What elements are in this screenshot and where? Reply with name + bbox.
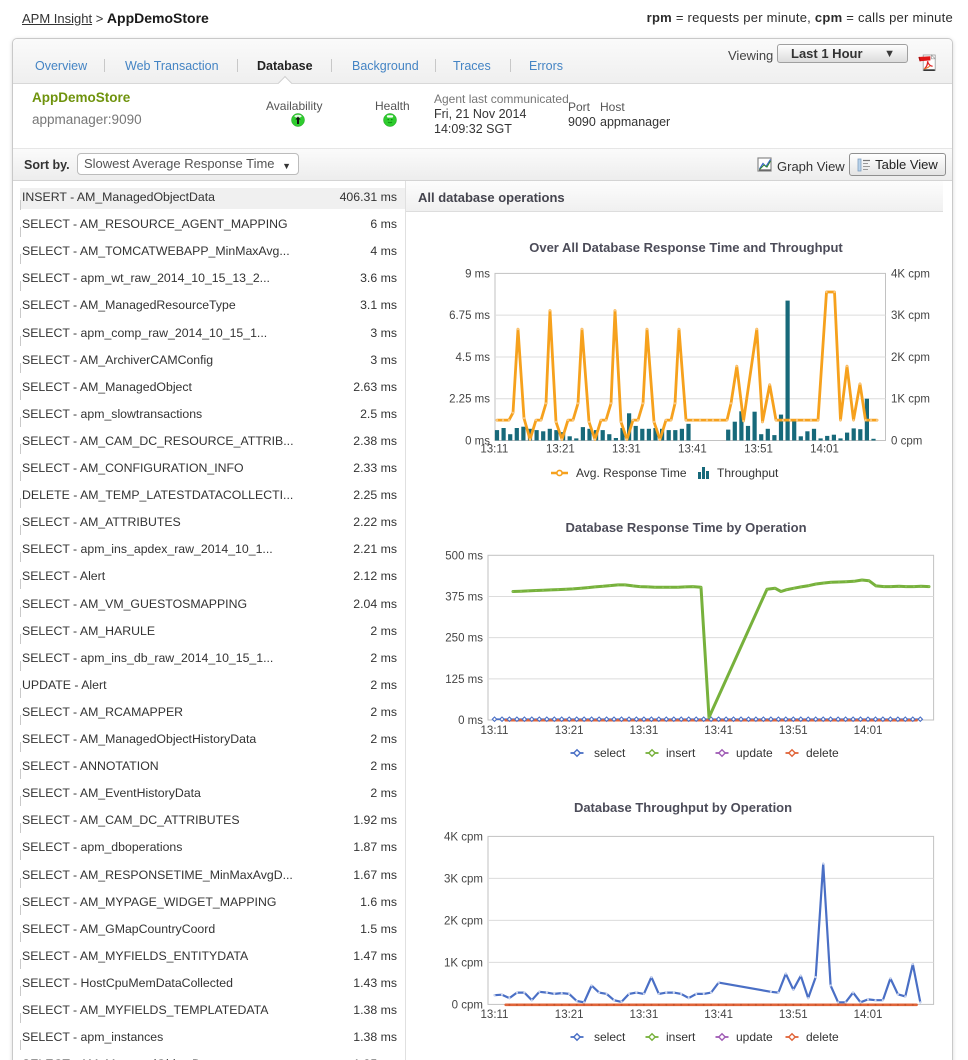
svg-text:0 ms: 0 ms	[465, 436, 490, 448]
svg-text:500 ms: 500 ms	[445, 550, 483, 562]
svg-text:insert: insert	[666, 1030, 696, 1044]
svg-text:4K cpm: 4K cpm	[444, 831, 483, 843]
svg-text:13:51: 13:51	[779, 1009, 808, 1021]
svg-text:14:01: 14:01	[854, 725, 883, 737]
svg-text:14:01: 14:01	[810, 444, 839, 456]
svg-text:delete: delete	[806, 1030, 839, 1044]
svg-text:2K cpm: 2K cpm	[891, 352, 930, 364]
svg-text:4.5 ms: 4.5 ms	[455, 352, 490, 364]
svg-text:13:21: 13:21	[555, 1009, 584, 1021]
svg-text:insert: insert	[666, 746, 696, 760]
svg-text:select: select	[594, 746, 626, 760]
svg-text:0 cpm: 0 cpm	[452, 999, 483, 1011]
svg-text:Avg. Response Time: Avg. Response Time	[576, 466, 687, 480]
svg-text:13:11: 13:11	[480, 444, 508, 456]
svg-text:9 ms: 9 ms	[465, 268, 490, 280]
svg-text:13:11: 13:11	[481, 1009, 509, 1021]
svg-text:3K cpm: 3K cpm	[891, 310, 930, 322]
svg-text:375 ms: 375 ms	[445, 591, 483, 603]
svg-text:13:31: 13:31	[630, 1009, 659, 1021]
svg-text:6.75 ms: 6.75 ms	[449, 310, 490, 322]
svg-text:update: update	[736, 1030, 773, 1044]
svg-text:Database Throughput by Operati: Database Throughput by Operation	[574, 800, 792, 815]
svg-text:13:21: 13:21	[546, 444, 575, 456]
svg-text:13:41: 13:41	[704, 725, 733, 737]
svg-text:0 ms: 0 ms	[458, 715, 483, 727]
svg-text:3K cpm: 3K cpm	[444, 873, 483, 885]
svg-text:250 ms: 250 ms	[445, 633, 483, 645]
svg-text:13:51: 13:51	[744, 444, 773, 456]
svg-text:0 cpm: 0 cpm	[891, 436, 922, 448]
svg-text:select: select	[594, 1030, 626, 1044]
svg-text:13:31: 13:31	[612, 444, 641, 456]
svg-text:13:51: 13:51	[779, 725, 808, 737]
svg-text:14:01: 14:01	[854, 1009, 883, 1021]
svg-text:125 ms: 125 ms	[445, 674, 483, 686]
svg-text:13:31: 13:31	[630, 725, 659, 737]
svg-text:2K cpm: 2K cpm	[444, 915, 483, 927]
svg-text:4K cpm: 4K cpm	[891, 268, 930, 280]
svg-text:13:11: 13:11	[481, 725, 509, 737]
svg-text:13:41: 13:41	[704, 1009, 733, 1021]
svg-text:update: update	[736, 746, 773, 760]
svg-text:Database Response Time by Oper: Database Response Time by Operation	[565, 520, 806, 535]
svg-text:Throughput: Throughput	[717, 466, 779, 480]
svg-text:delete: delete	[806, 746, 839, 760]
svg-text:Over All Database Response Tim: Over All Database Response Time and Thro…	[529, 240, 843, 255]
svg-text:1K cpm: 1K cpm	[444, 957, 483, 969]
svg-text:13:41: 13:41	[678, 444, 707, 456]
svg-text:13:21: 13:21	[555, 725, 584, 737]
svg-text:2.25 ms: 2.25 ms	[449, 394, 490, 406]
svg-text:1K cpm: 1K cpm	[891, 394, 930, 406]
